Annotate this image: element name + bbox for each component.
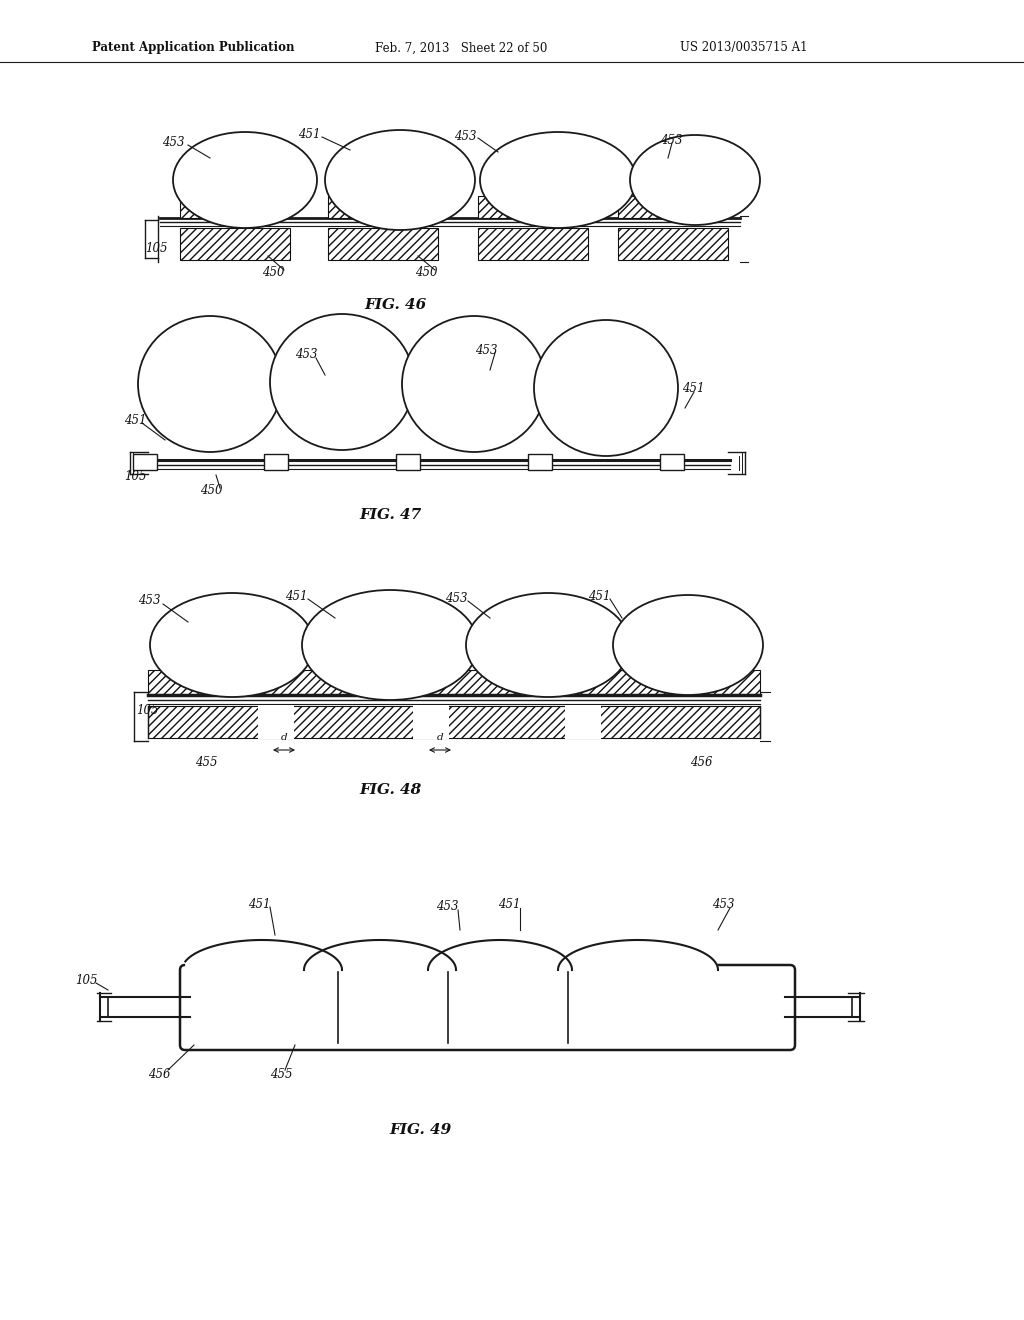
Text: d: d [281, 733, 288, 742]
Text: Feb. 7, 2013   Sheet 22 of 50: Feb. 7, 2013 Sheet 22 of 50 [375, 41, 548, 54]
Ellipse shape [466, 593, 630, 697]
Text: 105: 105 [124, 470, 146, 483]
Bar [396, 454, 420, 470]
Text: US 2013/0035715 A1: US 2013/0035715 A1 [680, 41, 808, 54]
Text: 451: 451 [588, 590, 610, 602]
Text: 451: 451 [298, 128, 321, 140]
Text: 450: 450 [200, 483, 222, 496]
Text: 453: 453 [660, 133, 683, 147]
Text: 105: 105 [145, 242, 168, 255]
Text: 456: 456 [690, 755, 713, 768]
Bar [148, 706, 760, 738]
Text: d: d [436, 733, 443, 742]
Text: 451: 451 [124, 413, 146, 426]
Text: 451: 451 [498, 898, 520, 911]
Ellipse shape [534, 319, 678, 455]
Bar [565, 705, 601, 739]
Text: 453: 453 [454, 129, 476, 143]
Bar [328, 195, 438, 218]
Ellipse shape [630, 135, 760, 224]
Text: 455: 455 [195, 755, 217, 768]
Text: Patent Application Publication: Patent Application Publication [92, 41, 295, 54]
Ellipse shape [402, 315, 546, 451]
Text: 451: 451 [285, 590, 307, 602]
Text: 105: 105 [75, 974, 97, 986]
Text: 453: 453 [712, 899, 734, 912]
Ellipse shape [325, 129, 475, 230]
Bar [660, 454, 684, 470]
Bar [180, 195, 290, 218]
FancyBboxPatch shape [180, 965, 795, 1049]
Ellipse shape [173, 132, 317, 228]
Text: 450: 450 [415, 265, 437, 279]
Bar [618, 228, 728, 260]
Ellipse shape [302, 590, 478, 700]
Bar [413, 705, 449, 739]
Text: 105: 105 [136, 704, 159, 717]
Ellipse shape [150, 593, 314, 697]
Text: FIG. 47: FIG. 47 [358, 508, 421, 521]
Bar [180, 228, 290, 260]
Bar [133, 454, 157, 470]
Bar [528, 454, 552, 470]
Bar [328, 228, 438, 260]
Text: 453: 453 [436, 899, 459, 912]
Text: FIG. 48: FIG. 48 [358, 783, 421, 797]
Text: FIG. 49: FIG. 49 [389, 1123, 452, 1137]
Text: 456: 456 [148, 1068, 171, 1081]
Text: 453: 453 [162, 136, 184, 149]
Ellipse shape [270, 314, 414, 450]
Bar [264, 454, 288, 470]
Bar [148, 671, 760, 696]
Text: 450: 450 [262, 265, 285, 279]
Text: 451: 451 [682, 381, 705, 395]
Text: FIG. 46: FIG. 46 [364, 298, 426, 312]
Text: 455: 455 [270, 1068, 293, 1081]
Bar [478, 195, 588, 218]
Text: 453: 453 [138, 594, 161, 606]
Ellipse shape [613, 595, 763, 696]
Bar [258, 705, 294, 739]
Text: 453: 453 [295, 348, 317, 362]
Bar [618, 195, 728, 218]
Text: 453: 453 [445, 591, 468, 605]
Text: 453: 453 [475, 343, 498, 356]
Bar [478, 228, 588, 260]
Ellipse shape [480, 132, 636, 228]
Ellipse shape [138, 315, 282, 451]
Text: 451: 451 [248, 898, 270, 911]
